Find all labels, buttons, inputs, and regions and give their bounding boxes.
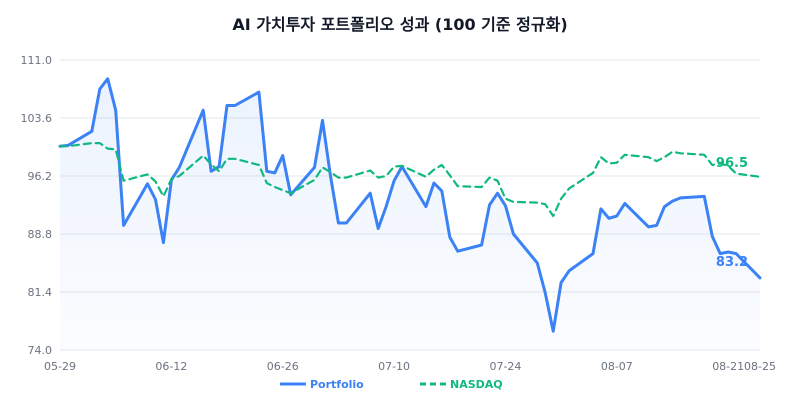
legend: Portfolio NASDAQ — [280, 378, 503, 391]
legend-label-nasdaq: NASDAQ — [450, 378, 503, 391]
end-value-label-portfolio: 83.2 — [716, 255, 748, 270]
y-tick-label: 96.2 — [28, 170, 53, 183]
series-lines — [58, 77, 762, 333]
x-tick-label: 05-29 — [44, 360, 76, 373]
y-tick-label: 88.8 — [28, 228, 53, 241]
y-tick-label: 81.4 — [28, 286, 53, 299]
x-axis-ticks: 05-29 06-12 06-26 07-10 07-24 08-07 08-21 08-25 — [44, 360, 776, 373]
chart-title: AI 가치투자 포트폴리오 성과 (100 기준 정규화) — [232, 15, 567, 34]
y-axis-ticks: 74.0 81.4 88.8 96.2 103.6 111.0 — [21, 54, 53, 357]
x-tick-label: 08-25 — [744, 360, 776, 373]
y-tick-label: 103.6 — [21, 112, 53, 125]
x-tick-label: 07-10 — [378, 360, 410, 373]
end-labels: 83.2 96.5 — [716, 156, 748, 270]
end-value-label-nasdaq: 96.5 — [716, 156, 748, 171]
y-tick-label: 111.0 — [21, 54, 53, 67]
series-line-nasdaq — [58, 142, 762, 218]
y-tick-label: 74.0 — [28, 344, 53, 357]
x-tick-label: 06-12 — [155, 360, 187, 373]
series-areas — [60, 78, 760, 351]
x-tick-label: 07-24 — [489, 360, 521, 373]
x-tick-label: 08-21 — [712, 360, 744, 373]
legend-label-portfolio: Portfolio — [310, 378, 364, 391]
portfolio-area-fill — [60, 78, 760, 351]
x-tick-label: 08-07 — [601, 360, 633, 373]
x-tick-label: 06-26 — [267, 360, 299, 373]
